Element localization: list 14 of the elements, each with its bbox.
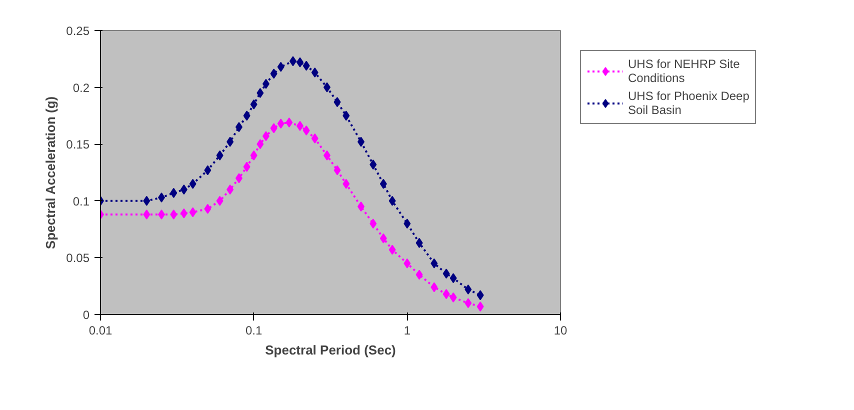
x-tick-label: 0.1 bbox=[245, 324, 262, 338]
x-tick-label: 0.01 bbox=[88, 324, 113, 338]
x-tick-label: 10 bbox=[554, 324, 568, 338]
y-tick-label: 0.05 bbox=[66, 251, 90, 266]
x-axis-title: Spectral Period (Sec) bbox=[265, 342, 396, 358]
y-tick-label: 0.2 bbox=[72, 80, 90, 95]
x-tick-label: 1 bbox=[404, 324, 411, 338]
y-tick-label: 0 bbox=[82, 308, 90, 322]
y-tick-label: 0.15 bbox=[66, 138, 90, 152]
y-tick-label: 0.1 bbox=[72, 194, 90, 208]
legend-label: UHS for NEHRP Site Conditions bbox=[628, 57, 740, 85]
y-tick-label: 0.25 bbox=[66, 24, 90, 38]
y-axis-title: Spectral Acceleration (g) bbox=[43, 96, 58, 250]
legend-label: UHS for Phoenix Deep Soil Basin bbox=[628, 89, 750, 117]
